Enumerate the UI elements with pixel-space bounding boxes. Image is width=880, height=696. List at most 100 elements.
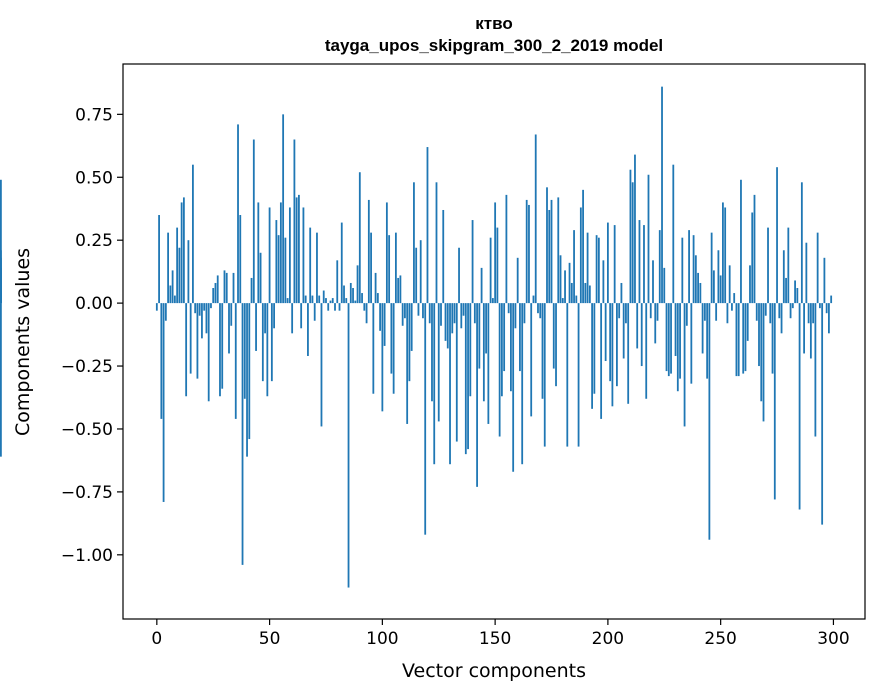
bar (178, 247, 181, 304)
bar (464, 303, 467, 455)
bar (261, 303, 264, 382)
bar (789, 303, 792, 319)
bar (392, 303, 395, 394)
bar (559, 255, 562, 304)
bar (239, 215, 242, 304)
bar (805, 242, 808, 304)
bar (300, 303, 303, 329)
bar (503, 303, 506, 372)
bar (349, 282, 352, 304)
bar (656, 303, 659, 321)
bar (192, 164, 194, 304)
x-axis-label: Vector components (402, 660, 586, 682)
bar (372, 303, 375, 394)
bar (532, 295, 535, 304)
bar (719, 275, 722, 304)
bar (809, 303, 812, 359)
bar (588, 285, 591, 304)
bar (798, 303, 801, 510)
bar (521, 303, 524, 465)
bar (381, 303, 384, 412)
bar (534, 134, 537, 304)
bar (496, 227, 499, 304)
bar (210, 303, 212, 309)
bar (753, 194, 756, 304)
bar (338, 303, 341, 311)
bar-series (0, 86, 833, 588)
bar (631, 182, 634, 304)
bar (552, 303, 555, 369)
bar (712, 270, 715, 304)
bar (629, 169, 632, 304)
bar (821, 303, 824, 525)
bar (216, 275, 219, 304)
bar (728, 265, 731, 304)
bar (415, 247, 418, 304)
bar (546, 187, 548, 304)
bar (523, 303, 526, 324)
chart-title: ктво (475, 14, 512, 33)
bar (584, 282, 587, 304)
bar (422, 303, 424, 319)
bar (525, 199, 528, 304)
bar (776, 167, 778, 304)
bar (762, 303, 765, 422)
bar (746, 303, 749, 341)
bar (0, 303, 2, 457)
bar (230, 303, 233, 326)
bar (340, 222, 343, 304)
y-tick-label: 0.25 (75, 231, 113, 251)
bar (537, 303, 539, 314)
x-tick-label: 100 (366, 629, 398, 649)
bar (791, 303, 794, 309)
bar (302, 207, 305, 304)
bar (568, 262, 571, 304)
bar (435, 182, 438, 304)
bar (685, 303, 688, 326)
bar (201, 303, 203, 339)
bar (611, 303, 614, 407)
bar (399, 275, 402, 304)
bar (755, 303, 758, 321)
chart-subtitle: tayga_upos_skipgram_300_2_2019 model (325, 36, 663, 55)
bar (259, 252, 262, 304)
bar (516, 257, 519, 304)
bar (433, 303, 436, 465)
bar (823, 257, 826, 304)
bar (284, 237, 287, 304)
bar (724, 207, 727, 304)
bar (570, 282, 573, 304)
bar (345, 298, 348, 304)
bar (683, 303, 686, 427)
bar (365, 303, 368, 324)
bar (771, 303, 774, 374)
bar (221, 303, 224, 389)
bar (361, 293, 363, 304)
bar (665, 303, 668, 372)
bar (431, 303, 433, 402)
bar (654, 303, 657, 344)
bar (187, 240, 190, 304)
bar (600, 303, 603, 419)
bar (404, 303, 406, 319)
bar (329, 300, 332, 304)
bar (458, 247, 460, 304)
bar (803, 303, 805, 354)
bar (672, 164, 675, 304)
bar (442, 209, 445, 304)
bar (507, 303, 510, 314)
bar (514, 303, 517, 329)
bar (491, 298, 494, 304)
bar (252, 139, 255, 304)
bar (171, 270, 174, 304)
bar (304, 295, 307, 304)
bar (462, 303, 465, 316)
bar (437, 303, 440, 422)
bar (0, 257, 2, 304)
bar (453, 303, 456, 324)
bar (219, 303, 221, 397)
bar (582, 189, 584, 304)
bar (158, 215, 160, 304)
bar (640, 303, 643, 367)
